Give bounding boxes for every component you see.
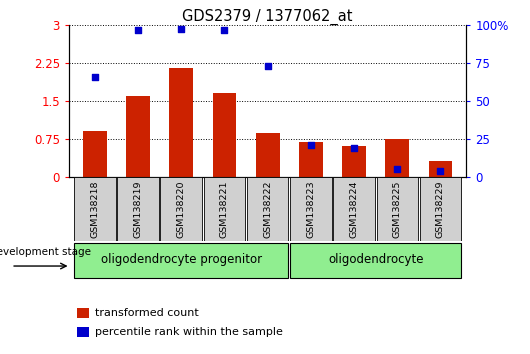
Text: GSM138218: GSM138218 [90, 180, 99, 238]
Point [263, 63, 272, 69]
Bar [290, 177, 332, 241]
Text: oligodendrocyte progenitor: oligodendrocyte progenitor [101, 253, 262, 266]
Bar [333, 177, 375, 241]
Point [177, 26, 186, 32]
Text: GSM138225: GSM138225 [393, 180, 402, 238]
Bar [74, 243, 288, 278]
Text: GSM138229: GSM138229 [436, 180, 445, 238]
Text: percentile rank within the sample: percentile rank within the sample [95, 327, 282, 337]
Text: GSM138220: GSM138220 [176, 180, 186, 238]
Point [307, 142, 315, 148]
Bar [299, 143, 323, 177]
Bar [213, 93, 236, 177]
Point [350, 145, 358, 151]
Bar [77, 327, 89, 337]
Bar [385, 139, 409, 177]
Point [134, 27, 142, 33]
Text: GSM138219: GSM138219 [134, 180, 143, 238]
Bar [290, 243, 461, 278]
Bar [170, 68, 193, 177]
Text: GSM138222: GSM138222 [263, 180, 272, 238]
Bar [256, 133, 279, 177]
Point [393, 167, 402, 172]
Bar [161, 177, 202, 241]
Point [220, 27, 228, 33]
Bar [77, 308, 89, 318]
Bar [376, 177, 418, 241]
Bar [74, 177, 116, 241]
Title: GDS2379 / 1377062_at: GDS2379 / 1377062_at [182, 8, 353, 25]
Bar [83, 131, 107, 177]
Text: GSM138224: GSM138224 [350, 180, 359, 238]
Bar [247, 177, 288, 241]
Bar [126, 96, 150, 177]
Text: GSM138223: GSM138223 [306, 180, 315, 238]
Point [436, 168, 445, 174]
Text: development stage: development stage [0, 247, 91, 257]
Text: oligodendrocyte: oligodendrocyte [328, 253, 423, 266]
Bar [429, 161, 453, 177]
Text: GSM138221: GSM138221 [220, 180, 229, 238]
Text: transformed count: transformed count [95, 308, 199, 318]
Bar [204, 177, 245, 241]
Bar [117, 177, 159, 241]
Bar [342, 145, 366, 177]
Point [91, 74, 99, 79]
Bar [420, 177, 461, 241]
